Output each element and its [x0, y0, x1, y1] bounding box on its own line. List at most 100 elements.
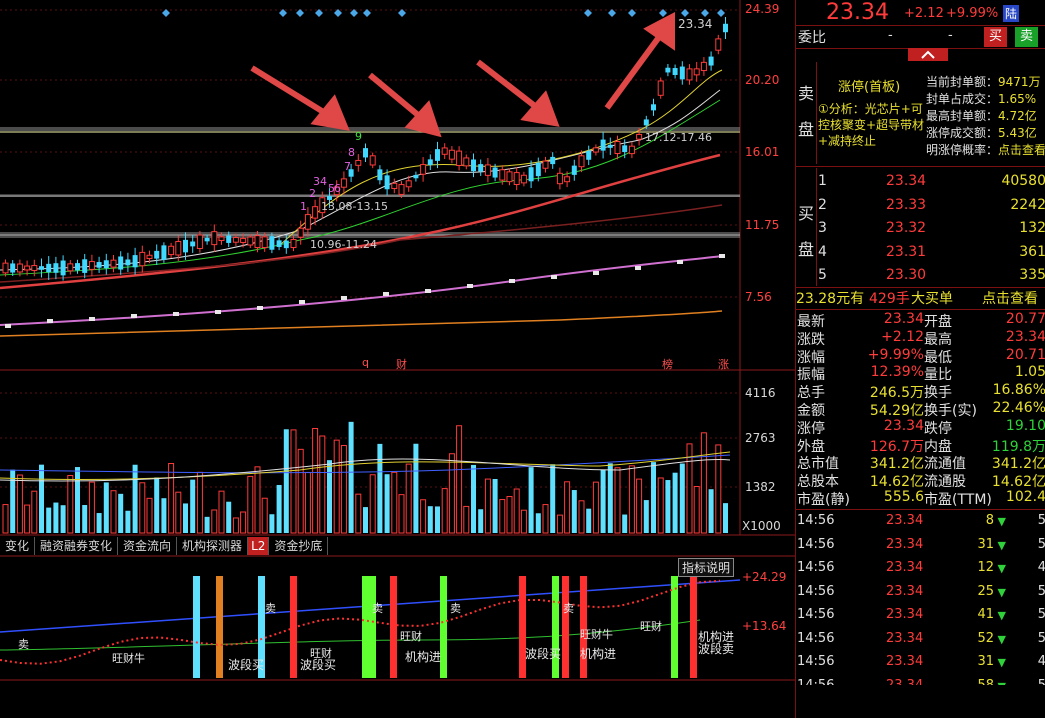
- candle[interactable]: [139, 251, 146, 267]
- candle[interactable]: [643, 119, 649, 126]
- candle[interactable]: [247, 236, 254, 246]
- candle[interactable]: [348, 169, 354, 177]
- candle[interactable]: [2, 262, 9, 274]
- candle[interactable]: [31, 265, 38, 271]
- candle[interactable]: [60, 260, 66, 276]
- candle[interactable]: [571, 165, 577, 175]
- candle[interactable]: [592, 147, 599, 153]
- kline-chart[interactable]: [0, 0, 795, 718]
- candle[interactable]: [700, 61, 707, 72]
- candle[interactable]: [190, 241, 196, 247]
- candle[interactable]: [132, 255, 138, 268]
- tick-list[interactable]: 14:56 23.34 8 ▼ 5 14:56 23.34 31 ▼ 5 14:56 23.34 12 ▼…: [796, 510, 1045, 685]
- candle[interactable]: [218, 236, 225, 242]
- candle[interactable]: [46, 263, 52, 273]
- tab-institution-detector[interactable]: 机构探测器: [177, 537, 249, 555]
- candle[interactable]: [377, 169, 383, 181]
- buy-level-row[interactable]: 1 23.34 40580: [796, 170, 1045, 193]
- candle[interactable]: [67, 263, 74, 272]
- candle[interactable]: [283, 240, 289, 249]
- candle[interactable]: [413, 174, 419, 179]
- candle[interactable]: [290, 238, 297, 249]
- candle[interactable]: [304, 214, 311, 230]
- candle[interactable]: [211, 231, 218, 246]
- candle[interactable]: [420, 164, 427, 175]
- candle[interactable]: [391, 182, 398, 189]
- candle[interactable]: [319, 197, 326, 214]
- event-marker[interactable]: q: [362, 356, 369, 369]
- candle[interactable]: [125, 259, 131, 266]
- candle[interactable]: [10, 263, 16, 273]
- l2-badge[interactable]: L2: [248, 537, 270, 555]
- candle[interactable]: [693, 68, 700, 76]
- candle[interactable]: [16, 263, 23, 273]
- candle[interactable]: [161, 245, 167, 260]
- candle[interactable]: [586, 150, 592, 160]
- indicator-help-button[interactable]: 指标说明: [678, 558, 735, 577]
- candle[interactable]: [708, 56, 714, 66]
- candle[interactable]: [240, 237, 247, 243]
- candle[interactable]: [628, 145, 635, 155]
- candle[interactable]: [484, 164, 491, 176]
- candle[interactable]: [651, 104, 656, 111]
- candle[interactable]: [261, 236, 268, 249]
- candle[interactable]: [82, 259, 88, 273]
- candle[interactable]: [103, 260, 109, 269]
- candle[interactable]: [520, 174, 527, 184]
- candle[interactable]: [297, 227, 304, 238]
- candle[interactable]: [327, 196, 332, 200]
- candle[interactable]: [528, 167, 534, 182]
- candle[interactable]: [254, 235, 261, 249]
- candle[interactable]: [456, 150, 463, 166]
- tab-margin-trading[interactable]: 融资融券变化: [35, 537, 119, 555]
- candle[interactable]: [75, 263, 80, 271]
- candle[interactable]: [657, 80, 664, 96]
- buy-level-row[interactable]: 2 23.33 2242: [796, 194, 1045, 217]
- candle[interactable]: [542, 160, 549, 169]
- tab-capital-bottom[interactable]: 资金抄底: [269, 537, 329, 555]
- candle[interactable]: [492, 167, 498, 178]
- candle[interactable]: [499, 169, 506, 181]
- candle[interactable]: [312, 206, 319, 219]
- chart-area[interactable]: 24.39 20.20 16.01 11.75 7.56 23.34 17.12…: [0, 0, 795, 718]
- collapse-toggle[interactable]: [908, 48, 948, 61]
- candle[interactable]: [607, 144, 613, 148]
- candle[interactable]: [363, 148, 368, 158]
- candle[interactable]: [39, 266, 44, 270]
- candle[interactable]: [614, 140, 621, 155]
- candle[interactable]: [175, 241, 182, 256]
- candle[interactable]: [196, 234, 203, 249]
- candle[interactable]: [435, 149, 440, 161]
- candle[interactable]: [232, 237, 239, 243]
- candle[interactable]: [715, 38, 722, 51]
- candle[interactable]: [463, 157, 470, 167]
- candle[interactable]: [269, 236, 275, 250]
- candle[interactable]: [146, 254, 153, 260]
- candle[interactable]: [672, 68, 678, 75]
- candle[interactable]: [427, 159, 433, 166]
- candle[interactable]: [564, 176, 571, 183]
- tab-capital-flow[interactable]: 资金流向: [118, 537, 178, 555]
- candle[interactable]: [600, 139, 606, 151]
- candle[interactable]: [513, 172, 520, 186]
- candle[interactable]: [340, 178, 347, 188]
- candle[interactable]: [405, 180, 412, 188]
- candle[interactable]: [478, 164, 484, 172]
- tab-change[interactable]: 变化: [0, 537, 36, 555]
- candle[interactable]: [333, 186, 340, 196]
- candle[interactable]: [24, 265, 31, 271]
- candle[interactable]: [506, 171, 513, 183]
- event-marker[interactable]: 涨: [718, 358, 729, 371]
- candle[interactable]: [88, 261, 95, 270]
- candle[interactable]: [686, 68, 693, 81]
- candle[interactable]: [183, 239, 188, 253]
- candle[interactable]: [636, 133, 643, 140]
- candle[interactable]: [53, 263, 59, 273]
- candle[interactable]: [622, 145, 628, 153]
- candle[interactable]: [204, 237, 210, 242]
- candle[interactable]: [168, 245, 175, 256]
- candle[interactable]: [665, 67, 671, 73]
- event-marker[interactable]: 财: [396, 358, 407, 371]
- candle[interactable]: [441, 147, 448, 155]
- sell-button[interactable]: 卖: [1015, 27, 1039, 47]
